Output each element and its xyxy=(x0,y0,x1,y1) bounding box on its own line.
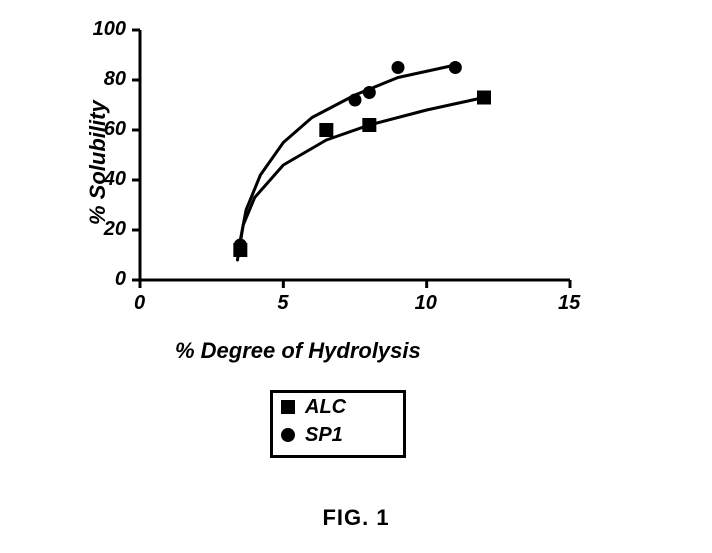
y-tick-label: 0 xyxy=(115,268,126,291)
square-icon xyxy=(281,400,295,414)
legend-label: ALC xyxy=(305,396,346,419)
chart-svg xyxy=(60,20,620,310)
y-tick-label: 60 xyxy=(104,118,126,141)
x-tick-label: 10 xyxy=(415,292,437,315)
y-tick-label: 20 xyxy=(104,218,126,241)
x-tick-label: 0 xyxy=(134,292,145,315)
y-tick-label: 40 xyxy=(104,168,126,191)
circle-icon xyxy=(281,428,295,442)
y-tick-label: 80 xyxy=(104,68,126,91)
chart-container xyxy=(60,20,620,315)
legend: ALC SP1 xyxy=(270,390,406,458)
figure-caption: FIG. 1 xyxy=(0,505,712,531)
y-tick-label: 100 xyxy=(93,18,126,41)
legend-item-alc: ALC xyxy=(273,393,403,421)
legend-label: SP1 xyxy=(305,424,343,447)
x-axis-label: % Degree of Hydrolysis xyxy=(175,338,421,364)
x-tick-label: 5 xyxy=(277,292,288,315)
x-tick-label: 15 xyxy=(558,292,580,315)
legend-item-sp1: SP1 xyxy=(273,421,403,449)
